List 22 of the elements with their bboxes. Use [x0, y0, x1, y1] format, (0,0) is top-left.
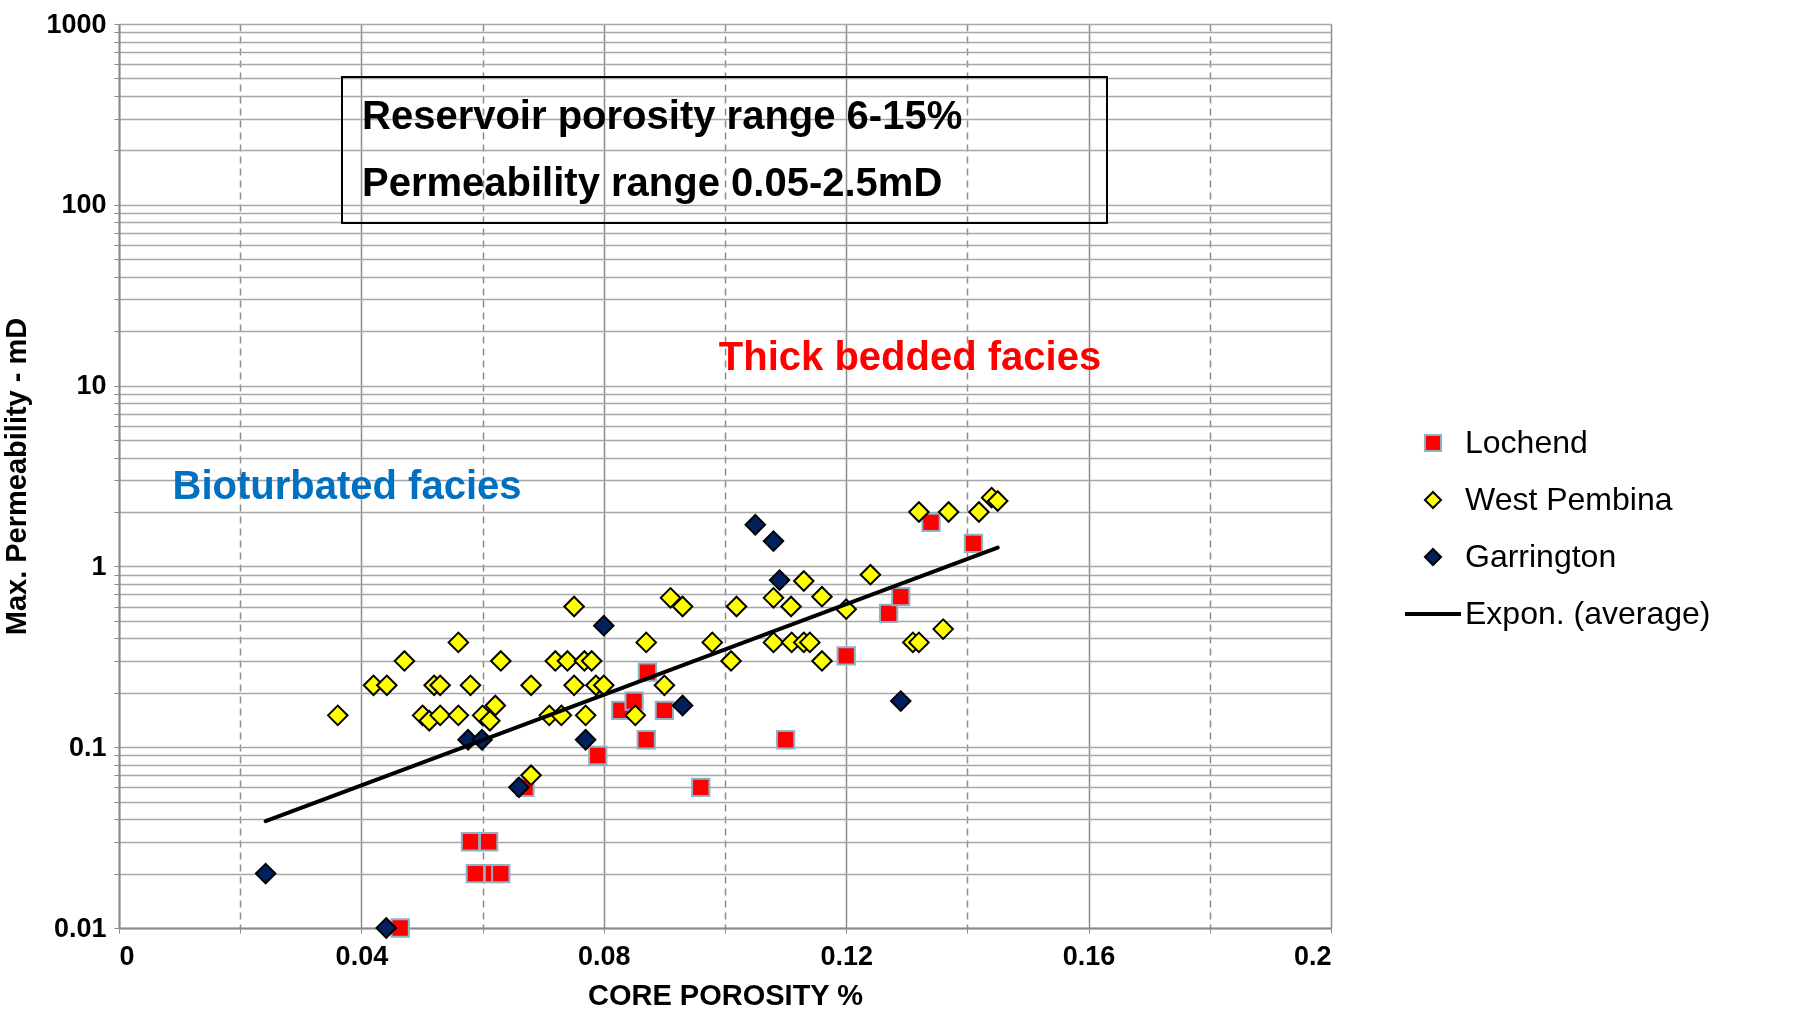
y-tick-label: 1000: [46, 8, 107, 39]
y-tick-label: 10: [76, 370, 107, 401]
legend-label: Expon. (average): [1465, 595, 1711, 631]
x-tick-label: 0.04: [335, 940, 389, 971]
y-axis-title: Max. Permeability - mD: [0, 317, 33, 636]
y-tick-label: 0.1: [68, 731, 107, 762]
x-tick-label: 0.16: [1062, 940, 1116, 971]
annotation: Reservoir porosity range 6-15%: [362, 93, 963, 137]
y-tick-label: 100: [61, 189, 107, 220]
legend-label: Garrington: [1465, 538, 1617, 574]
legend-label: Lochend: [1465, 424, 1588, 460]
x-tick-label: 0.08: [578, 940, 631, 971]
x-tick-label: 0.12: [820, 940, 873, 971]
annotation: Thick bedded facies: [718, 334, 1102, 378]
x-tick-label: 0.2: [1293, 940, 1332, 971]
y-tick-label: 0.01: [53, 912, 107, 943]
annotation: Bioturbated facies: [172, 463, 522, 507]
y-tick-label: 1: [91, 550, 107, 581]
x-axis-title: CORE POROSITY %: [587, 978, 864, 1011]
annotation: Permeability range 0.05-2.5mD: [362, 160, 943, 204]
legend-label: West Pembina: [1465, 481, 1673, 517]
x-tick-label: 0: [119, 940, 135, 971]
